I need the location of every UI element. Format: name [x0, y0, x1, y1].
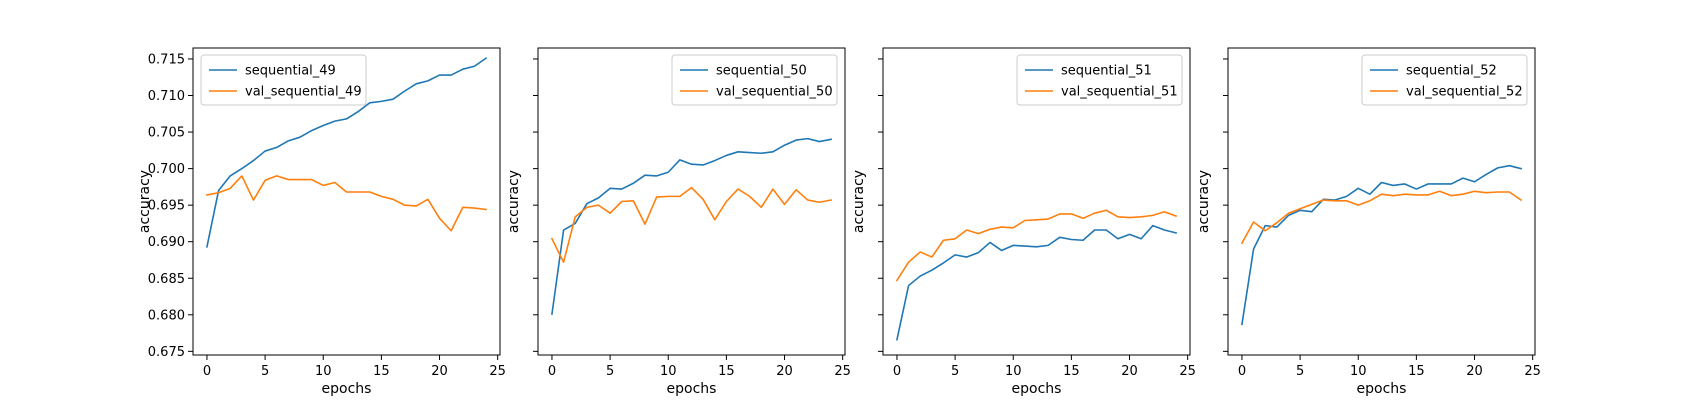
x-tick-label: 0 [548, 364, 556, 379]
y-tick-label: 0.685 [148, 272, 185, 287]
x-tick-label: 20 [1466, 364, 1483, 379]
x-tick-label: 5 [1296, 364, 1304, 379]
legend-box [671, 54, 838, 106]
legend-box [1016, 54, 1183, 106]
y-axis-label: accuracy [137, 170, 153, 233]
axes-frame [192, 47, 501, 356]
series-line-sequential_50 [551, 137, 832, 315]
x-tick-label: 25 [1524, 364, 1541, 379]
x-axis-label: epochs [322, 381, 372, 397]
legend-entry: val_sequential_51 [1061, 85, 1178, 100]
y-axis-label: accuracy [506, 170, 522, 233]
series-line-val_sequential_50 [550, 186, 832, 263]
series-line-sequential_49 [206, 57, 488, 248]
subplot-3: 0 5 10 15 20 25 epochs accuracy sequential_51val… [851, 47, 1196, 397]
series-line-val_sequential_49 [206, 175, 487, 232]
x-tick-label: 0 [1238, 364, 1246, 379]
legend-entry: val_sequential_50 [716, 85, 833, 100]
legend-entry: val_sequential_52 [1406, 85, 1523, 100]
subplot-4: 0 5 10 15 20 25 epochs accuracy sequential_52val… [1196, 47, 1541, 397]
legend-entry: sequential_51 [1061, 64, 1152, 79]
legend: sequential_51 val_sequential_51 [1016, 54, 1183, 106]
series-line-val_sequential_52 [1240, 190, 1523, 245]
x-tick-label: 15 [718, 364, 735, 379]
legend-entry: sequential_52 [1406, 64, 1497, 79]
series-line-sequential_51 [895, 224, 1178, 341]
legend-entry: val_sequential_49 [245, 85, 362, 100]
x-tick-label: 15 [1063, 364, 1080, 379]
x-tick-label: 10 [1005, 364, 1022, 379]
y-tick-label: 0.700 [148, 162, 185, 177]
x-axis-label: epochs [667, 381, 717, 397]
y-axis-label: accuracy [1196, 170, 1212, 233]
x-tick-label: 25 [489, 364, 506, 379]
series-line-val_sequential_51 [895, 209, 1178, 282]
subplot-2: 0 5 10 15 20 25 epochs accuracy sequential_50val… [506, 47, 851, 397]
axes-frame [882, 47, 1191, 356]
legend: sequential_52 val_sequential_52 [1361, 54, 1528, 106]
x-tick-label: 10 [1350, 364, 1367, 379]
x-tick-label: 25 [834, 364, 851, 379]
y-tick-label: 0.675 [148, 345, 185, 360]
legend-entry: sequential_49 [245, 64, 336, 79]
x-tick-label: 5 [261, 364, 269, 379]
x-tick-label: 10 [660, 364, 677, 379]
y-tick-label: 0.705 [148, 126, 185, 141]
x-tick-label: 10 [315, 364, 332, 379]
legend: sequential_49 val_sequential_49 [200, 54, 367, 106]
x-tick-label: 5 [606, 364, 614, 379]
legend-box [200, 54, 367, 106]
x-tick-label: 20 [1121, 364, 1138, 379]
x-tick-label: 15 [1408, 364, 1425, 379]
legend-entry: sequential_50 [716, 64, 807, 79]
y-tick-label: 0.680 [148, 308, 185, 323]
y-tick-label: 0.710 [148, 89, 185, 104]
y-tick-label: 0.695 [148, 199, 185, 214]
subplot-1: 0 5 10 15 20 25 0.675 0.680 0.685 0.690 0.695 0.700… [137, 47, 506, 397]
axes-frame [537, 47, 846, 356]
y-tick-label: 0.690 [148, 235, 185, 250]
x-axis-label: epochs [1357, 381, 1407, 397]
y-tick-label: 0.715 [148, 52, 185, 67]
x-tick-label: 0 [203, 364, 211, 379]
legend: sequential_50 val_sequential_50 [671, 54, 838, 106]
x-tick-label: 25 [1179, 364, 1196, 379]
legend-box [1361, 54, 1528, 106]
series-line-sequential_52 [1241, 164, 1523, 326]
x-tick-label: 20 [776, 364, 793, 379]
x-axis-label: epochs [1012, 381, 1062, 397]
x-tick-label: 20 [431, 364, 448, 379]
x-tick-label: 0 [893, 364, 901, 379]
y-axis-label: accuracy [851, 170, 867, 233]
x-tick-label: 15 [373, 364, 390, 379]
x-tick-label: 5 [951, 364, 959, 379]
axes-frame [1227, 47, 1536, 356]
